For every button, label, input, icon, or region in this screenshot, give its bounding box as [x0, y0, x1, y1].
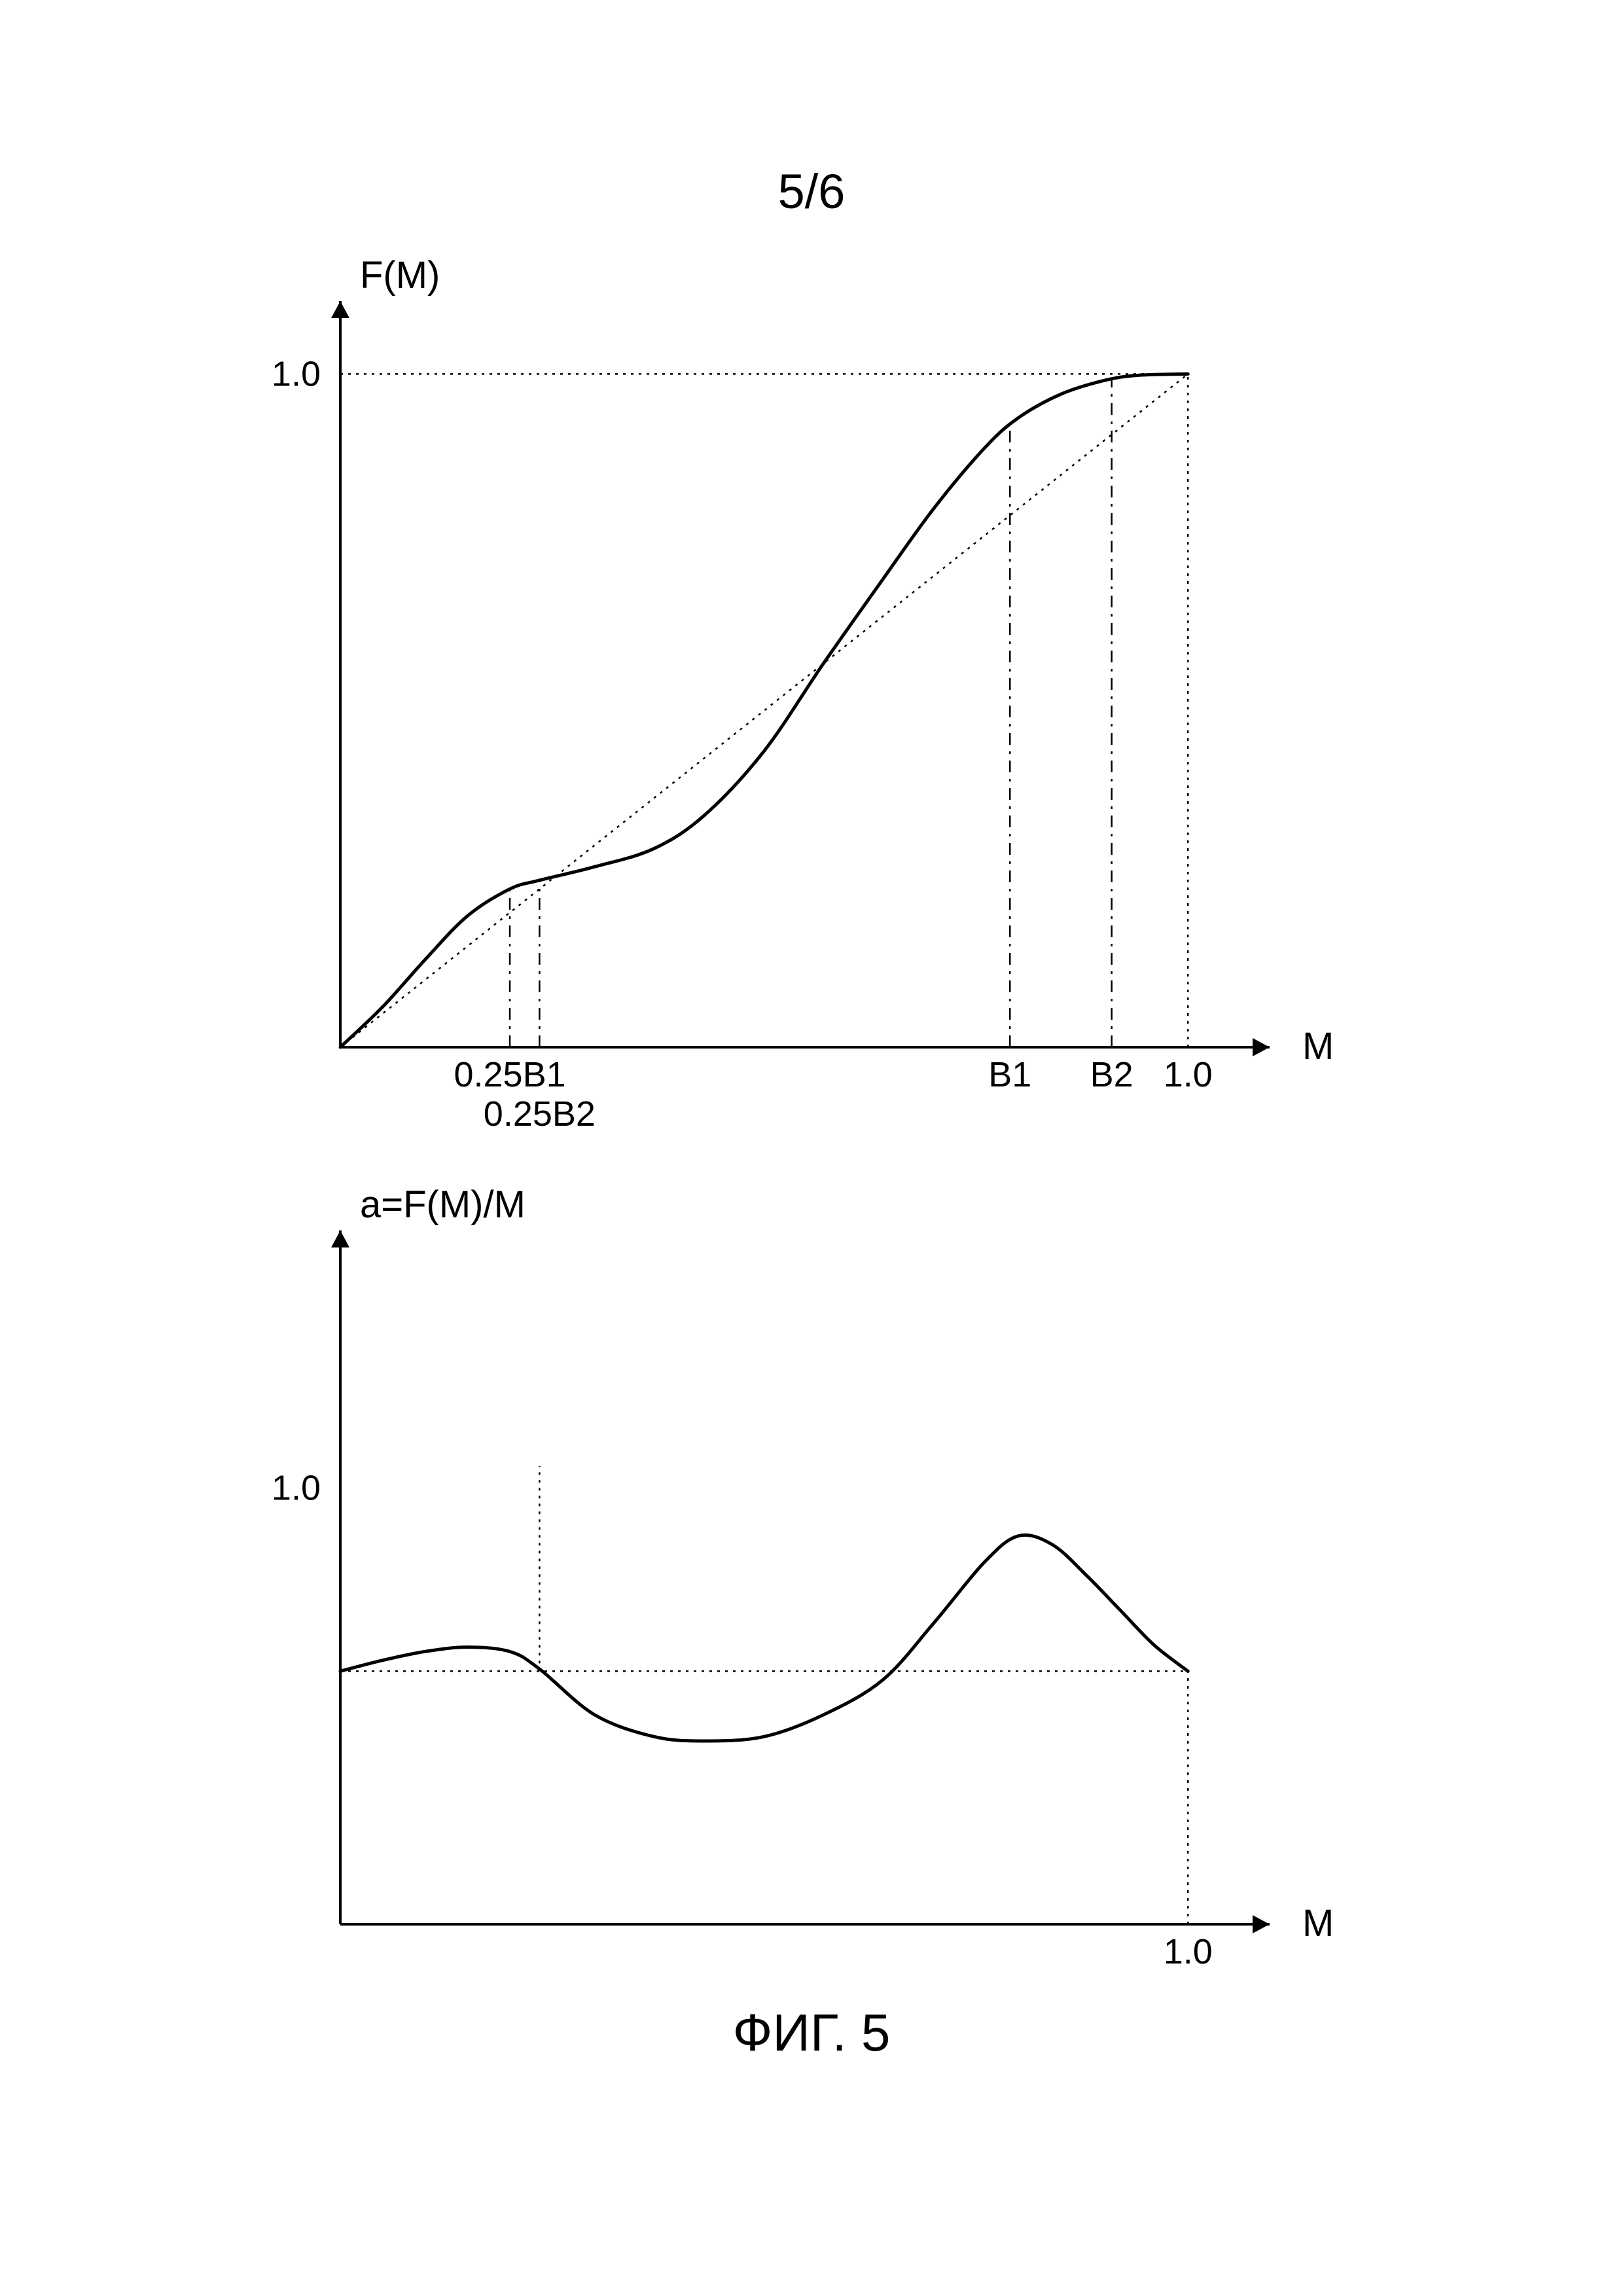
x-axis-label: M [1302, 1902, 1334, 1945]
y-axis-label: F(M) [360, 254, 440, 296]
y-tick-label: 1.0 [272, 1468, 321, 1507]
x-axis-label: M [1302, 1025, 1334, 1067]
x-tick-label: 1.0 [1164, 1055, 1213, 1094]
x-tick-label: 1.0 [1164, 1932, 1213, 1971]
x-tick-label: B1 [988, 1055, 1031, 1094]
figure-caption: ФИГ. 5 [0, 2003, 1623, 2063]
y-tick-label: 1.0 [272, 354, 321, 393]
x-tick-label: B2 [1090, 1055, 1133, 1094]
figure-caption-text: ФИГ. 5 [733, 2003, 891, 2062]
curve [340, 1535, 1188, 1741]
page: 5/6 F(M)M1.00.25B10.25B2B1B21.0 a=F(M)/M… [0, 0, 1623, 2296]
chart-top: F(M)M1.00.25B10.25B2B1B21.0 [0, 0, 1623, 1178]
guide-diagonal [340, 374, 1188, 1047]
y-axis-label: a=F(M)/M [360, 1183, 526, 1226]
x-tick-label: 0.25B1 [454, 1055, 565, 1094]
